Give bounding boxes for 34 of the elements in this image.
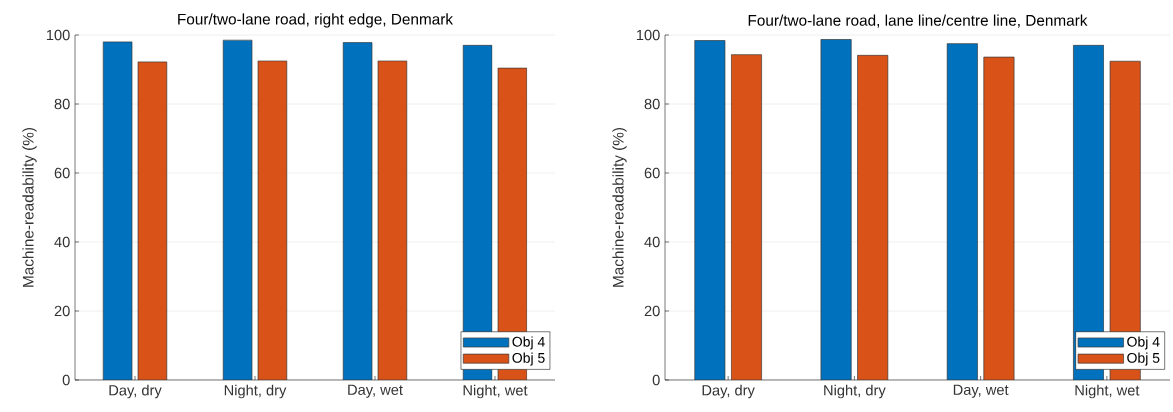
y-tick-label: 20 — [644, 305, 660, 317]
bar — [257, 60, 288, 380]
bar — [222, 39, 253, 380]
legend-label: Obj 4 — [512, 336, 545, 350]
y-tick-label: 80 — [644, 98, 660, 110]
x-tick-label: Day, dry — [702, 384, 755, 399]
bar — [137, 61, 168, 380]
legend-label: Obj 5 — [1127, 352, 1160, 366]
y-tick-label: 0 — [62, 374, 70, 386]
x-tick-label: Day, wet — [348, 384, 403, 398]
y-axis-title: Machine-readability (%) — [612, 127, 627, 287]
y-tick-label: 60 — [54, 167, 70, 179]
y-axis-title: Machine-readability (%) — [22, 127, 37, 287]
bar — [342, 42, 373, 380]
x-tick-label: Night, dry — [824, 384, 886, 399]
chart-title: Four/two-lane road, right edge, Denmark — [178, 13, 454, 28]
x-tick-label: Day, dry — [109, 384, 162, 399]
y-tick-label: 100 — [46, 29, 70, 41]
y-tick-label: 0 — [652, 374, 660, 386]
y-tick-label: 80 — [54, 98, 70, 110]
chart-title: Four/two-lane road, lane line/centre line, Denmark — [748, 14, 1088, 28]
bar — [102, 41, 133, 380]
x-tick-label: Day, wet — [953, 384, 1009, 398]
legend-label: Obj 5 — [512, 352, 545, 366]
y-tick-label: 40 — [644, 236, 660, 248]
legend-label: Obj 4 — [1127, 336, 1160, 350]
y-tick-label: 60 — [644, 167, 660, 179]
y-tick-label: 20 — [54, 305, 70, 317]
y-tick-label: 40 — [54, 236, 70, 248]
y-tick-label: 100 — [636, 29, 660, 41]
bar — [377, 60, 408, 380]
x-tick-label: Night, wet — [1075, 384, 1140, 399]
x-tick-label: Night, wet — [463, 384, 528, 399]
x-tick-label: Night, dry — [224, 384, 287, 399]
